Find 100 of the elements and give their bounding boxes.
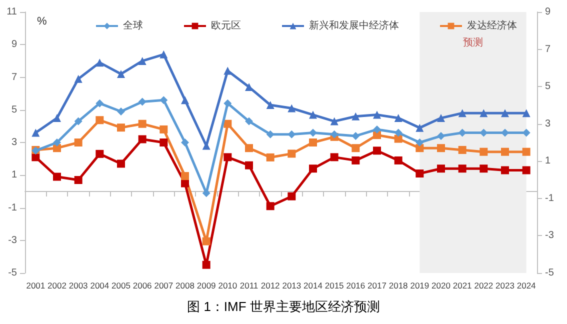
- x-tick-label: 2022: [474, 280, 494, 290]
- point: [181, 179, 189, 188]
- y-tick-label: -1: [8, 202, 18, 214]
- band-label: 预测: [463, 36, 483, 48]
- point: [181, 96, 189, 104]
- x-tick-label: 2021: [452, 280, 472, 290]
- legend-label: 全球: [123, 20, 143, 32]
- point: [74, 74, 82, 83]
- point: [330, 130, 338, 138]
- point: [437, 132, 445, 140]
- point: [224, 99, 232, 108]
- y-tick-label: -3: [8, 234, 18, 246]
- point: [309, 110, 317, 119]
- x-tick-label: 2009: [196, 280, 216, 290]
- point: [138, 56, 146, 65]
- y-tick-label: 5: [11, 104, 18, 116]
- point: [74, 176, 82, 184]
- x-tick-label: 2005: [112, 280, 131, 290]
- point: [245, 83, 253, 92]
- point: [480, 109, 488, 118]
- point: [288, 104, 296, 112]
- x-tick-label: 2018: [388, 280, 408, 290]
- point: [416, 144, 424, 152]
- point: [160, 50, 168, 58]
- point: [160, 138, 168, 146]
- point: [266, 153, 274, 162]
- point: [96, 150, 104, 158]
- point: [202, 142, 210, 150]
- point: [138, 135, 146, 144]
- point: [373, 110, 381, 119]
- x-tick-label: 2002: [48, 280, 67, 290]
- point: [117, 160, 125, 168]
- x-tick-label: 2001: [26, 280, 46, 290]
- y2-tick-label: 3: [545, 118, 551, 130]
- point: [224, 66, 232, 75]
- point: [394, 156, 402, 164]
- point: [74, 117, 82, 126]
- point: [96, 58, 104, 67]
- legend-label: 欧元区: [211, 20, 241, 32]
- point: [117, 70, 125, 78]
- point: [288, 150, 296, 158]
- x-tick-label: 2014: [304, 280, 323, 290]
- point: [501, 166, 509, 174]
- point: [309, 138, 317, 146]
- point: [288, 192, 296, 200]
- point: [416, 124, 424, 132]
- x-tick-label: 2024: [516, 280, 536, 290]
- point: [266, 100, 274, 109]
- y-tick-label: -5: [8, 268, 18, 278]
- point: [437, 164, 445, 173]
- y2-tick-label: -1: [545, 192, 554, 204]
- y2-tick-label: 7: [545, 44, 551, 55]
- x-tick-label: 2011: [240, 280, 258, 290]
- point: [202, 260, 210, 269]
- point: [394, 128, 402, 137]
- point: [352, 144, 360, 152]
- point: [416, 138, 424, 146]
- point: [330, 153, 338, 162]
- y-tick-label: 1: [11, 170, 18, 181]
- point: [352, 132, 360, 140]
- point: [245, 161, 253, 170]
- y2-tick-label: 5: [545, 81, 551, 92]
- x-tick-label: 2006: [132, 280, 152, 290]
- point: [138, 98, 146, 106]
- point: [53, 138, 61, 146]
- y2-tick-label: -3: [545, 230, 554, 242]
- point: [522, 166, 530, 174]
- x-tick-label: 2020: [432, 280, 451, 290]
- point: [394, 134, 402, 143]
- point: [224, 153, 232, 162]
- point: [245, 144, 253, 152]
- point: [245, 117, 253, 126]
- point: [522, 109, 530, 118]
- legend-label: 发达经济体: [467, 20, 517, 32]
- point: [480, 164, 488, 173]
- point: [480, 148, 488, 156]
- point: [74, 138, 82, 146]
- point: [202, 237, 210, 246]
- point: [309, 128, 317, 137]
- point: [394, 114, 402, 122]
- point: [501, 109, 509, 118]
- point: [458, 146, 466, 154]
- x-tick-label: 2015: [324, 280, 344, 290]
- x-tick-label: 2010: [218, 280, 238, 290]
- point: [181, 138, 189, 146]
- point: [117, 124, 125, 132]
- x-tick-label: 2012: [260, 280, 280, 290]
- point: [96, 99, 104, 108]
- point: [224, 120, 232, 128]
- point: [373, 125, 381, 134]
- y-tick-label: 9: [11, 39, 18, 50]
- point: [32, 128, 40, 137]
- x-tick-label: 2004: [90, 280, 110, 290]
- point: [501, 128, 509, 137]
- point: [138, 120, 146, 128]
- x-tick-label: 2008: [176, 280, 195, 290]
- point: [53, 172, 61, 181]
- point: [96, 116, 104, 124]
- point: [330, 117, 338, 126]
- point: [53, 114, 61, 122]
